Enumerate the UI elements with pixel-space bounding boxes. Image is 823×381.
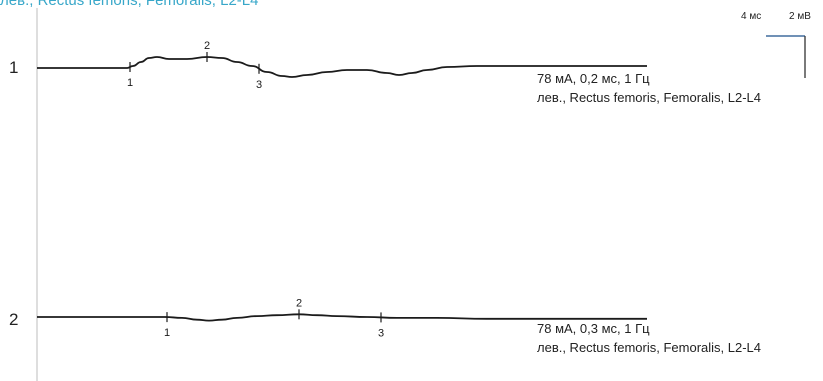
- trace-1-site: лев., Rectus femoris, Femoralis, L2-L4: [537, 90, 762, 105]
- trace-2-stimulus: 78 мА, 0,3 мс, 1 Гц: [537, 321, 650, 336]
- header-muscle-label: лев., Rectus femoris, Femoralis, L2-L4: [0, 0, 259, 9]
- trace-1-stimulus: 78 мА, 0,2 мс, 1 Гц: [537, 71, 650, 86]
- trace-1-line: [37, 56, 647, 78]
- trace-1-marker-3-label: 3: [256, 79, 262, 91]
- traces-group: 1 2 3 1 2 3: [37, 40, 648, 339]
- trace-2-line: [37, 313, 648, 322]
- trace-2-site: лев., Rectus femoris, Femoralis, L2-L4: [537, 340, 762, 355]
- scale-time-label: 4 мс: [741, 11, 762, 22]
- trace-1-marker-1-label: 1: [127, 77, 133, 89]
- trace-1-marker-2-label: 2: [204, 40, 210, 52]
- scale-amplitude-label: 2 мВ: [789, 11, 811, 22]
- trace-2-marker-2-label: 2: [296, 297, 302, 309]
- trace-1-params: 78 мА, 0,2 мс, 1 Гц лев., Rectus femoris…: [537, 69, 761, 107]
- trace-1-number: 1: [9, 58, 19, 77]
- trace-2-params: 78 мА, 0,3 мс, 1 Гц лев., Rectus femoris…: [537, 319, 761, 357]
- scale-bar: [766, 35, 806, 78]
- trace-2-marker-3-label: 3: [378, 327, 384, 339]
- trace-2-number: 2: [9, 310, 19, 329]
- trace-2-marker-1-label: 1: [164, 327, 170, 339]
